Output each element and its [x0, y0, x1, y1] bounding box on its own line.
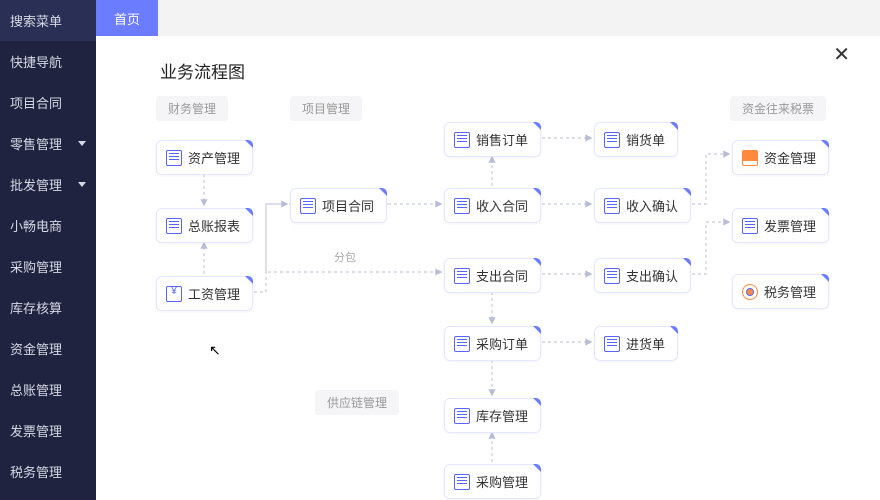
sidebar-item-5[interactable]: 小畅电商: [0, 205, 96, 246]
page-title: 业务流程图: [160, 58, 245, 83]
sidebar-item-9[interactable]: 总账管理: [0, 369, 96, 410]
flow-node-n11[interactable]: 销货单: [594, 122, 678, 157]
doc-icon: [166, 218, 182, 234]
tab-0[interactable]: 首页: [96, 0, 158, 36]
sidebar-item-label: 零售管理: [10, 134, 62, 153]
sidebar-item-2[interactable]: 项目合同: [0, 82, 96, 123]
doc-icon: [604, 132, 620, 148]
flow-node-n02[interactable]: 总账报表: [156, 208, 253, 243]
doc-icon: [166, 150, 182, 166]
flow-node-n10[interactable]: 采购管理: [444, 464, 541, 499]
money-icon: [742, 150, 758, 166]
sidebar-item-label: 批发管理: [10, 175, 62, 194]
doc-icon: [604, 268, 620, 284]
sidebar-item-label: 库存核算: [10, 298, 62, 317]
node-label: 库存管理: [476, 406, 528, 425]
node-label: 采购管理: [476, 472, 528, 491]
sidebar-item-label: 快捷导航: [10, 52, 62, 71]
sidebar-item-label: 采购管理: [10, 257, 62, 276]
doc-icon: [454, 268, 470, 284]
flow-node-n17[interactable]: 税务管理: [732, 274, 829, 309]
sidebar-item-8[interactable]: 资金管理: [0, 328, 96, 369]
node-label: 资产管理: [188, 148, 240, 167]
sidebar-item-3[interactable]: 零售管理: [0, 123, 96, 164]
flow-node-n06[interactable]: 收入合同: [444, 188, 541, 223]
sidebar-item-label: 总账管理: [10, 380, 62, 399]
flow-node-n14[interactable]: 进货单: [594, 326, 678, 361]
sidebar-item-label: 项目合同: [10, 93, 62, 112]
section-label: 财务管理: [156, 96, 228, 121]
flow-node-n13[interactable]: 支出确认: [594, 258, 691, 293]
cursor-icon: ↖: [209, 342, 221, 359]
sidebar-item-1[interactable]: 快捷导航: [0, 41, 96, 82]
doc-icon: [300, 198, 316, 214]
node-label: 收入合同: [476, 196, 528, 215]
node-label: 税务管理: [764, 282, 816, 301]
sidebar-item-label: 小畅电商: [10, 216, 62, 235]
node-label: 工资管理: [188, 284, 240, 303]
flow-node-n05[interactable]: 销售订单: [444, 122, 541, 157]
node-label: 支出合同: [476, 266, 528, 285]
section-label: 资金往来税票: [730, 96, 826, 121]
doc-icon: [742, 218, 758, 234]
edge-label: 分包: [334, 249, 356, 265]
node-label: 项目合同: [322, 196, 374, 215]
doc-icon: [604, 198, 620, 214]
sidebar-item-label: 税务管理: [10, 462, 62, 481]
node-label: 进货单: [626, 334, 665, 353]
node-label: 资金管理: [764, 148, 816, 167]
flow-node-n16[interactable]: 发票管理: [732, 208, 829, 243]
money-icon: [166, 286, 182, 302]
sidebar-item-label: 发票管理: [10, 421, 62, 440]
flow-node-n03[interactable]: 工资管理: [156, 276, 253, 311]
tab-bar: 首页: [96, 0, 880, 36]
doc-icon: [454, 132, 470, 148]
flow-node-n12[interactable]: 收入确认: [594, 188, 691, 223]
doc-icon: [454, 198, 470, 214]
chevron-down-icon: [78, 141, 86, 146]
sidebar-item-label: 搜索菜单: [10, 11, 62, 30]
flow-node-n15[interactable]: 资金管理: [732, 140, 829, 175]
doc-icon: [454, 408, 470, 424]
sidebar-item-7[interactable]: 库存核算: [0, 287, 96, 328]
sidebar-item-11[interactable]: 税务管理: [0, 451, 96, 492]
doc-icon: [454, 336, 470, 352]
node-label: 销货单: [626, 130, 665, 149]
sidebar-item-0[interactable]: 搜索菜单: [0, 0, 96, 41]
flow-canvas: 业务流程图 ✕ ↖ 财务管理 项目管理 资金往来税票供应链管理 分包 资产管理总账报表工…: [96, 36, 880, 500]
section-label: 供应链管理: [315, 390, 399, 415]
sidebar: 搜索菜单快捷导航项目合同零售管理批发管理小畅电商采购管理库存核算资金管理总账管理…: [0, 0, 96, 500]
node-label: 采购订单: [476, 334, 528, 353]
sidebar-item-label: 资金管理: [10, 339, 62, 358]
gear-icon: [742, 284, 758, 300]
section-label: 项目管理: [290, 96, 362, 121]
flow-node-n09[interactable]: 库存管理: [444, 398, 541, 433]
flow-node-n07[interactable]: 支出合同: [444, 258, 541, 293]
flow-node-n01[interactable]: 资产管理: [156, 140, 253, 175]
node-label: 总账报表: [188, 216, 240, 235]
chevron-down-icon: [78, 182, 86, 187]
sidebar-item-10[interactable]: 发票管理: [0, 410, 96, 451]
sidebar-item-4[interactable]: 批发管理: [0, 164, 96, 205]
node-label: 收入确认: [626, 196, 678, 215]
doc-icon: [604, 336, 620, 352]
node-label: 销售订单: [476, 130, 528, 149]
node-label: 发票管理: [764, 216, 816, 235]
sidebar-item-6[interactable]: 采购管理: [0, 246, 96, 287]
node-label: 支出确认: [626, 266, 678, 285]
flow-node-n04[interactable]: 项目合同: [290, 188, 387, 223]
doc-icon: [454, 474, 470, 490]
main-area: 首页 业务流程图 ✕ ↖ 财务管理 项目管理 资金往来税票供应链管理 分包 资产管理总账…: [96, 0, 880, 500]
close-icon[interactable]: ✕: [833, 42, 850, 67]
flow-node-n08[interactable]: 采购订单: [444, 326, 541, 361]
